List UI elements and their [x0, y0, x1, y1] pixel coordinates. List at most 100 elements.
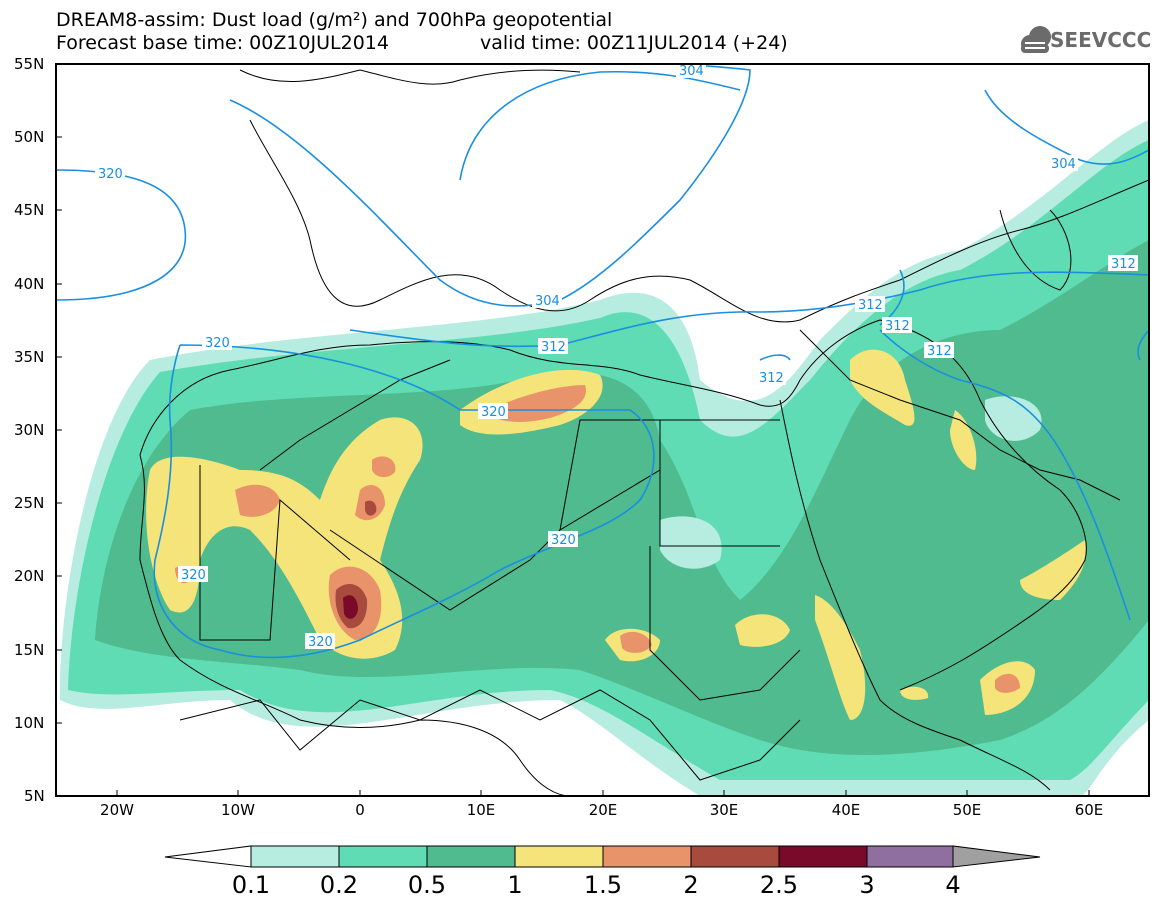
contour-312-caspian: [1137, 329, 1149, 361]
lat-label: 15N: [14, 641, 44, 659]
colorbar-swatch: [426, 845, 516, 868]
colorbar-label: 0.5: [408, 871, 446, 899]
colorbar-label: 2: [683, 871, 698, 899]
colorbar-swatch: [778, 845, 868, 868]
contour-304-europe: [229, 64, 751, 307]
contour-label: 312: [759, 371, 784, 386]
contour-320-sahara: [153, 344, 655, 659]
colorbar-arrow-low: [164, 845, 252, 868]
contour-label: 312: [541, 340, 566, 355]
lon-label: 60E: [1075, 801, 1104, 819]
colorbar-label: 1.5: [584, 871, 622, 899]
coast-africa-west: [139, 454, 571, 796]
contour-label: 312: [927, 344, 952, 359]
dust-yellow-gulf: [950, 410, 977, 470]
contour-312-iraq: [879, 329, 1131, 621]
border-mideast: [799, 329, 1121, 501]
contour-label: 312: [858, 298, 883, 313]
contour-312-levant: [759, 354, 791, 361]
contour-304-north: [459, 70, 741, 181]
logo-text: SEEVCCC: [1050, 28, 1152, 52]
lat-label: 30N: [14, 421, 44, 439]
coast-africa-north: [139, 341, 801, 456]
dust-brown-algeria: [365, 500, 377, 516]
lat-label: 35N: [14, 348, 44, 366]
colorbar-label: 1: [507, 871, 522, 899]
contour-label: 312: [885, 319, 910, 334]
colorbar-swatch: [690, 845, 780, 868]
contour-312-med: [349, 271, 1149, 348]
colorbar-arrow-high: [952, 845, 1041, 868]
dust-orange-libya: [490, 385, 586, 422]
colorbar-label: 4: [945, 871, 960, 899]
dust-hole-1: [660, 516, 722, 569]
border-sudan: [649, 546, 801, 701]
colorbar-swatch: [602, 845, 692, 868]
forecast-base-time: Forecast base time: 00Z10JUL2014: [56, 32, 389, 54]
map-title: DREAM8-assim: Dust load (g/m²) and 700hP…: [56, 9, 613, 31]
dust-yellow-oman: [1020, 540, 1087, 600]
dust-maroon-mali: [343, 595, 358, 619]
colorbar-swatch: [338, 845, 428, 868]
longitude-axis: 20W 10W 0 10E 20E 30E 40E 50E 60E: [100, 790, 1103, 819]
colorbar: [164, 845, 1041, 868]
coast-north: [239, 69, 581, 85]
border-sahara-3: [259, 359, 451, 471]
lat-label: 5N: [24, 787, 45, 805]
lon-label: 30E: [710, 801, 739, 819]
contour-label: 320: [481, 405, 506, 420]
lat-label: 20N: [14, 567, 44, 585]
lon-label: 10W: [221, 801, 255, 819]
colorbar-swatch: [866, 845, 954, 868]
colorbar-label: 0.1: [232, 871, 270, 899]
border-libya: [559, 419, 661, 531]
latitude-axis: 55N 50N 45N 40N 35N 30N 25N 20N 15N 10N …: [14, 55, 62, 805]
coastlines: [139, 69, 1149, 796]
lat-label: 55N: [14, 55, 44, 73]
dust-hole-2: [985, 396, 1042, 441]
border-africa-south: [179, 689, 801, 781]
lon-label: 50E: [953, 801, 982, 819]
contour-label: 320: [308, 635, 333, 650]
dust-orange-algeria-n: [372, 456, 396, 478]
contour-label: 320: [551, 533, 576, 548]
coast-europe: [249, 119, 1149, 323]
lat-label: 25N: [14, 494, 44, 512]
dust-yellow-somalia: [900, 686, 929, 700]
contour-label: 312: [1111, 257, 1136, 272]
contour-label: 320: [181, 568, 206, 583]
colorbar-label: 2.5: [760, 871, 798, 899]
lat-label: 10N: [14, 714, 44, 732]
lon-label: 20E: [589, 801, 618, 819]
colorbar-label: 3: [859, 871, 874, 899]
contour-labels: 304 320 304 312 312 312 312 312 320 312 …: [95, 62, 1138, 650]
dust-orange-chad: [620, 631, 652, 653]
colorbar-swatch: [250, 845, 340, 868]
colorbar-labels: 0.1 0.2 0.5 1 1.5 2 2.5 3 4: [232, 871, 961, 899]
lat-label: 50N: [14, 128, 44, 146]
dust-yellow-sudan: [735, 614, 790, 647]
contour-label: 320: [205, 336, 230, 351]
lon-label: 20W: [100, 801, 134, 819]
dust-yellow-eritrea: [815, 595, 866, 720]
coast-caspian: [999, 209, 1072, 291]
coast-red-sea: [779, 399, 1051, 791]
cloud-icon: [1021, 26, 1051, 53]
lon-label: 40E: [832, 801, 861, 819]
lat-label: 40N: [14, 275, 44, 293]
contour-320-west: [56, 169, 187, 301]
contour-label: 304: [535, 294, 560, 309]
dust-yellow-iraq: [850, 349, 915, 426]
contour-label: 320: [98, 167, 123, 182]
lon-label: 10E: [467, 801, 496, 819]
colorbar-swatch: [514, 845, 604, 868]
dust-orange-west: [235, 484, 280, 517]
dust-field: [59, 120, 1149, 796]
contour-label: 304: [679, 64, 704, 79]
lat-label: 45N: [14, 201, 44, 219]
valid-time: valid time: 00Z11JUL2014 (+24): [480, 32, 788, 54]
contour-label: 304: [1051, 157, 1076, 172]
colorbar-label: 0.2: [320, 871, 358, 899]
coast-arabia: [799, 319, 1087, 691]
